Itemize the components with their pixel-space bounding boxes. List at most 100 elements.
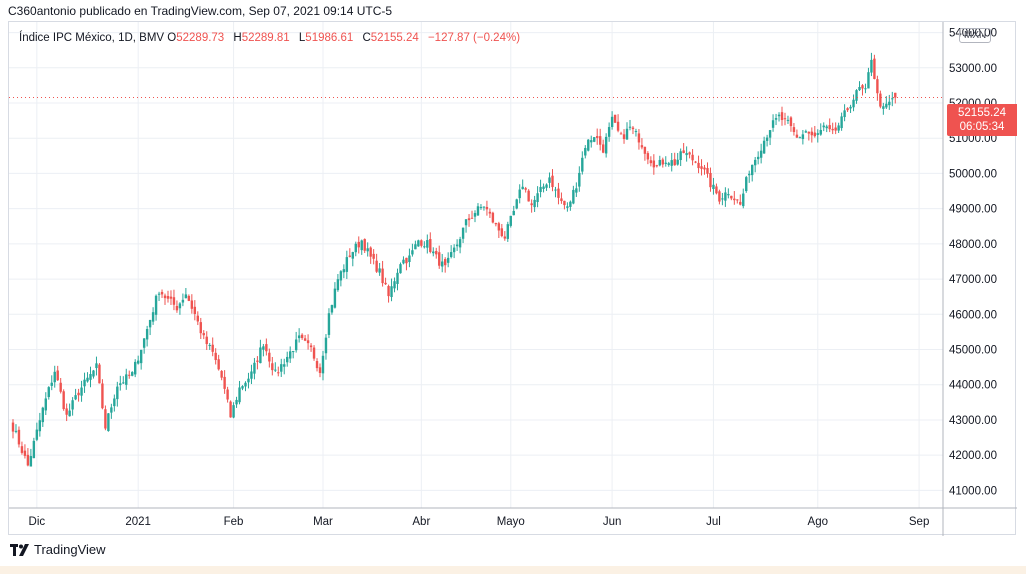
footer-brand[interactable]: TradingView	[10, 542, 106, 557]
candle-body	[348, 255, 352, 257]
candle-body	[891, 98, 894, 100]
candle-body	[384, 282, 387, 285]
candle-body	[604, 136, 608, 154]
candle-body	[601, 144, 605, 153]
candle-body	[846, 108, 849, 111]
candle-body	[175, 305, 179, 311]
candle-body	[226, 389, 229, 400]
candle-body	[548, 177, 551, 183]
candle-body	[339, 271, 343, 281]
candle-body	[113, 398, 116, 407]
candle-body	[387, 286, 390, 297]
chart-panel[interactable]: 41000.00 42000.00 43000.00 44000.00 45000.00…	[8, 21, 1017, 536]
candle-body	[441, 261, 444, 267]
y-tick-label: 46000.00	[949, 309, 997, 321]
candle-body	[706, 168, 709, 174]
candle-body	[396, 272, 399, 284]
candle-body	[330, 305, 334, 313]
candle-body	[429, 239, 432, 252]
candle-body	[342, 269, 346, 273]
candle-body	[134, 361, 137, 375]
candle-body	[840, 116, 843, 129]
candle-body	[774, 118, 778, 120]
candle-body	[336, 279, 340, 291]
candle-body	[80, 387, 83, 396]
candle-body	[277, 372, 280, 374]
candle-body	[807, 131, 811, 134]
x-tick-label: Jul	[706, 516, 721, 528]
candle-body	[640, 145, 644, 148]
candle-body	[309, 345, 313, 348]
x-tick-label: 2021	[125, 516, 151, 528]
candle-body	[780, 112, 784, 121]
candle-body	[89, 374, 92, 380]
x-tick-label: Mar	[313, 516, 333, 528]
currency-button[interactable]: MXN	[959, 28, 992, 43]
candle-body	[885, 103, 888, 108]
y-tick-label: 41000.00	[949, 485, 997, 497]
candle-body	[491, 212, 495, 223]
candle-body	[259, 347, 262, 364]
candle-body	[587, 139, 590, 151]
candle-body	[748, 173, 751, 176]
candle-body	[268, 352, 271, 362]
publisher-line: C360antonio publicado en TradingView.com…	[8, 4, 393, 18]
candle-body	[858, 87, 861, 91]
candle-body	[107, 413, 110, 432]
candle-body	[768, 130, 772, 138]
candle-body	[294, 339, 298, 351]
candle-body	[446, 257, 450, 263]
x-tick-label: Jun	[603, 516, 622, 528]
candle-body	[756, 156, 760, 160]
last-price-tag: 52155.24 06:05:34	[947, 104, 1017, 136]
candle-body	[536, 193, 539, 203]
candle-body	[169, 296, 173, 299]
candle-body	[241, 386, 244, 389]
candle-body	[172, 297, 176, 305]
candle-body	[798, 137, 802, 139]
candle-body	[637, 133, 641, 143]
candle-body	[730, 195, 733, 199]
candle-body	[324, 337, 328, 354]
candle-body	[193, 306, 197, 315]
candle-body	[628, 126, 632, 128]
candle-body	[390, 286, 393, 298]
candle-body	[593, 137, 596, 142]
candle-body	[596, 136, 599, 138]
candle-body	[411, 250, 414, 255]
candle-body	[661, 159, 664, 165]
candle-body	[360, 240, 363, 251]
candle-body	[50, 382, 53, 386]
candle-body	[235, 399, 238, 405]
candle-body	[777, 114, 781, 117]
candle-body	[381, 268, 384, 284]
candle-body	[145, 329, 149, 340]
candle-body	[873, 58, 876, 79]
x-tick-label: Feb	[224, 516, 244, 528]
candle-body	[41, 407, 45, 423]
legend-symbol: Índice IPC México, 1D, BMV	[19, 32, 165, 44]
candle-body	[357, 241, 360, 248]
candle-body	[679, 151, 682, 161]
candle-body	[345, 257, 349, 272]
candle-body	[676, 159, 679, 165]
candle-body	[515, 199, 518, 209]
candle-body	[727, 194, 730, 196]
candle-body	[610, 116, 614, 128]
candle-body	[545, 184, 548, 188]
candle-body	[306, 340, 310, 344]
candle-body	[283, 364, 286, 367]
candlestick-chart[interactable]: 41000.00 42000.00 43000.00 44000.00 45000.00…	[9, 22, 1017, 536]
candle-body	[256, 360, 259, 362]
candle-body	[575, 188, 578, 193]
candle-body	[289, 351, 292, 359]
candle-body	[843, 110, 846, 118]
candle-body	[11, 422, 15, 432]
bar-countdown: 06:05:34	[959, 121, 1005, 133]
candle-body	[792, 127, 796, 133]
candle-body	[83, 379, 86, 387]
candle-body	[163, 295, 167, 299]
candle-body	[17, 429, 21, 445]
candle-body	[551, 175, 554, 188]
legend-open-label: O	[167, 32, 177, 44]
